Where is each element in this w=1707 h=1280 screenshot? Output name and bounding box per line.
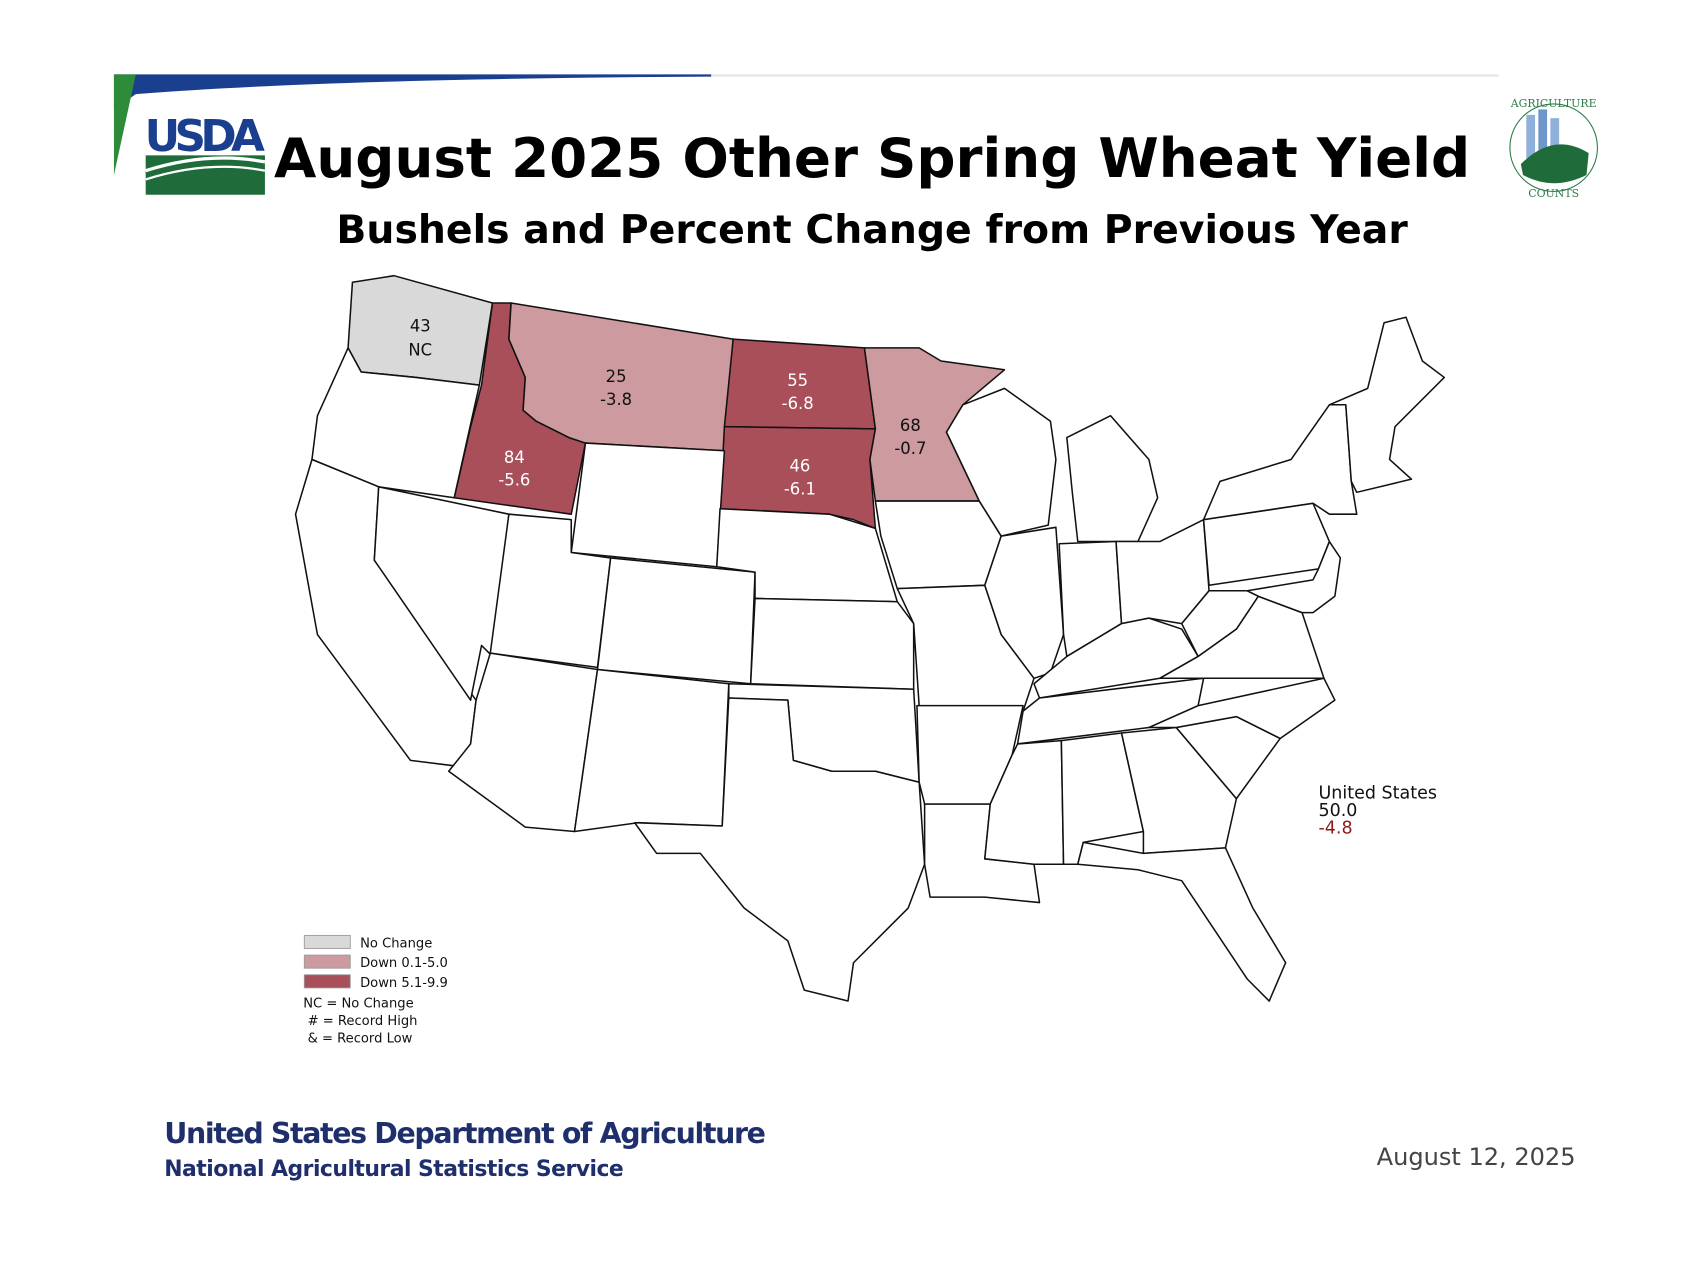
- state-texas: [633, 697, 926, 1002]
- legend-note-record-high: # = Record High: [308, 1014, 418, 1029]
- legend: No Change Down 0.1-5.0 Down 5.1-9.9 NC =…: [303, 934, 448, 1047]
- state-kansas: [749, 597, 915, 690]
- legend-swatch-down-5-1-9-9: [303, 974, 351, 989]
- legend-swatch-no-change: [303, 934, 351, 949]
- label-idaho-change: -5.6: [498, 471, 530, 490]
- state-labels: 43 NC 84 -5.6 25 -3.8 55 -6.8 46 -6.1 68…: [408, 316, 926, 498]
- national-yield: 50.0: [1318, 801, 1357, 821]
- state-new-york: [1202, 404, 1358, 521]
- svg-text:USDA: USDA: [145, 111, 265, 162]
- state-michigan: [1066, 414, 1159, 543]
- state-iowa: [874, 500, 1002, 590]
- state-new-mexico: [573, 668, 730, 833]
- label-idaho-yield: 84: [504, 448, 525, 467]
- footer-service: National Agricultural Statistics Service: [164, 1157, 623, 1182]
- state-kentucky: [1033, 617, 1199, 699]
- national-label: United States: [1318, 784, 1437, 804]
- footer-agency: United States Department of Agriculture: [164, 1117, 766, 1150]
- label-north-dakota-change: -6.8: [782, 394, 814, 413]
- svg-text:AGRICULTURE: AGRICULTURE: [1510, 97, 1597, 110]
- legend-label-down-0-1-5-0: Down 0.1-5.0: [360, 956, 448, 971]
- state-north-carolina: [1148, 677, 1336, 740]
- national-change: -4.8: [1318, 819, 1352, 839]
- page-subtitle: Bushels and Percent Change from Previous…: [336, 207, 1408, 253]
- state-new-england: [1328, 316, 1446, 494]
- state-wyoming: [570, 442, 726, 568]
- label-montana-yield: 25: [606, 367, 627, 386]
- legend-label-no-change: No Change: [360, 936, 432, 951]
- label-north-dakota-yield: 55: [787, 371, 808, 390]
- page-title: August 2025 Other Spring Wheat Yield: [274, 126, 1470, 190]
- state-colorado: [596, 557, 756, 685]
- agriculture-counts-logo: AGRICULTURE COUNTS: [1509, 97, 1598, 200]
- legend-swatch-down-0-1-5-0: [303, 954, 351, 969]
- label-south-dakota-change: -6.1: [784, 479, 816, 498]
- label-washington-yield: 43: [410, 316, 431, 335]
- legend-note-record-low: & = Record Low: [308, 1032, 413, 1047]
- label-minnesota-yield: 68: [900, 416, 921, 435]
- usda-logo: USDA: [145, 111, 266, 195]
- footer-date: August 12, 2025: [1377, 1143, 1576, 1171]
- label-washington-change: NC: [408, 341, 432, 360]
- us-map: [294, 274, 1446, 1002]
- state-illinois: [984, 526, 1065, 680]
- label-south-dakota-yield: 46: [789, 457, 810, 476]
- legend-note-nc: NC = No Change: [303, 997, 413, 1012]
- label-montana-change: -3.8: [600, 390, 632, 409]
- svg-text:COUNTS: COUNTS: [1528, 187, 1579, 200]
- state-florida: [1077, 841, 1287, 1002]
- national-summary: United States 50.0 -4.8: [1318, 784, 1437, 839]
- state-new-jersey-maryland-delaware: [1246, 540, 1342, 614]
- state-wisconsin: [945, 387, 1057, 537]
- label-minnesota-change: -0.7: [894, 439, 926, 458]
- state-mississippi: [984, 739, 1065, 866]
- legend-label-down-5-1-9-9: Down 5.1-9.9: [360, 976, 448, 991]
